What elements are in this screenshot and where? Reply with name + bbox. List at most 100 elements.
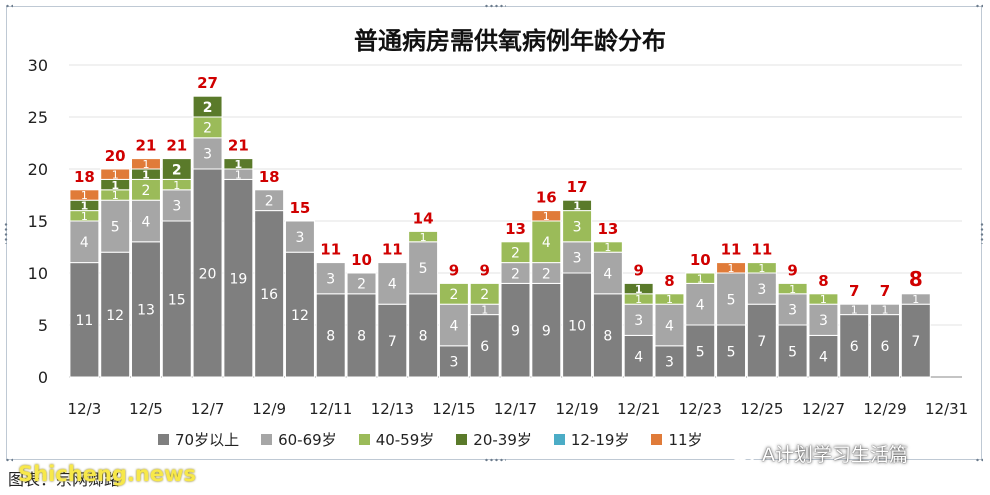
bar-segment — [654, 293, 685, 305]
bar-total-label: 11 — [320, 241, 341, 259]
watermark-text: Shicheng.news — [18, 462, 196, 486]
bar-total-label: 8 — [664, 272, 674, 290]
bar-segment — [777, 293, 808, 326]
legend-item: 40-59岁 — [358, 429, 435, 450]
bar-segment-label: 4 — [80, 235, 89, 251]
bar-segment — [685, 272, 716, 284]
bar-segment-label: 10 — [568, 318, 586, 334]
bar-segment-label: 8 — [603, 329, 612, 345]
x-tick-label: 12/3 — [68, 400, 102, 418]
legend-item: 12-19岁 — [553, 429, 629, 450]
bar-segment-label: 1 — [604, 241, 611, 254]
bar-segment-label: 1 — [142, 158, 149, 171]
bar-segment — [161, 158, 192, 180]
bar-segment — [254, 189, 285, 212]
bar-segment — [777, 324, 808, 378]
bar-segment — [716, 324, 747, 378]
bar-segment-label: 2 — [449, 287, 458, 303]
bar-segment — [438, 303, 469, 347]
top-resize-grip[interactable] — [484, 3, 506, 9]
bar-total-label: 8 — [909, 267, 923, 291]
bar-segment — [654, 345, 685, 378]
bar-segment-label: 3 — [573, 220, 582, 236]
bar-segment — [346, 272, 377, 295]
bar-segment-label: 1 — [543, 210, 550, 223]
right-resize-grip[interactable] — [979, 222, 985, 244]
bar-total-label: 10 — [690, 251, 711, 269]
bar-segment — [531, 282, 562, 378]
y-tick-label: 5 — [38, 316, 48, 335]
x-tick-label: 12/17 — [494, 400, 537, 418]
bar-segment — [685, 324, 716, 378]
bar-total-label: 7 — [880, 282, 890, 300]
bar-segment-label: 4 — [449, 318, 458, 334]
bar-segment — [69, 189, 100, 201]
bar-segment — [100, 251, 131, 378]
wechat-badge: A计划学习生活篇 — [730, 440, 908, 467]
bar-segment-label: 4 — [603, 266, 612, 282]
bar-segment-label: 3 — [665, 355, 674, 371]
bar-segment-label: 1 — [481, 304, 488, 317]
bar-segment — [531, 210, 562, 222]
x-tick-label: 12/29 — [863, 400, 906, 418]
bar-segment-label: 9 — [511, 324, 520, 340]
legend-item: 11岁 — [651, 429, 703, 450]
bar-segment-label: 3 — [757, 282, 766, 298]
bar-segment-label: 1 — [173, 179, 180, 192]
corner-grip-bottom-left[interactable] — [5, 457, 13, 463]
x-axis-tick-labels: 12/3 12/5 12/7 12/9 12/11 12/13 12/15 12/17 12/1… — [68, 400, 969, 418]
bar-segment — [592, 251, 623, 295]
legend-label: 70岁以上 — [175, 430, 240, 449]
bar-total-label: 18 — [259, 168, 280, 186]
bar-segment-label: 8 — [419, 329, 428, 345]
bar-segment — [839, 303, 870, 316]
bar-total-label: 11 — [751, 241, 772, 259]
bar-segment-label: 1 — [851, 304, 858, 317]
bar-segment — [223, 178, 254, 378]
bar-segment-label: 15 — [168, 292, 186, 308]
legend-swatch — [261, 433, 273, 445]
bar-segment — [377, 303, 408, 378]
bar-segment — [654, 303, 685, 347]
bar-segment-label: 1 — [666, 293, 673, 306]
bar-segment-label: 5 — [696, 344, 705, 360]
bar-segment-label: 2 — [511, 266, 520, 282]
wechat-account-name: A计划学习生活篇 — [762, 444, 908, 466]
legend: 70岁以上 60-69岁 40-59岁 20-39岁 12-19岁 11岁 — [158, 428, 703, 450]
legend-label: 40-59岁 — [375, 430, 435, 449]
bar-segment — [131, 241, 161, 378]
bar-segment — [192, 168, 223, 378]
bar-segment — [192, 137, 223, 170]
left-resize-grip[interactable] — [3, 222, 9, 244]
bar-segment — [870, 303, 900, 316]
legend-swatch — [553, 433, 565, 445]
bar-segment-label: 7 — [911, 334, 920, 350]
bar-segment-label: 8 — [357, 329, 366, 345]
bar-segment — [69, 262, 100, 378]
bar-segment-label: 12 — [291, 308, 309, 324]
bar-total-label: 21 — [136, 137, 157, 155]
corner-grip-bottom-right[interactable] — [975, 457, 983, 463]
bar-segment — [377, 262, 408, 305]
bar-segment-label: 1 — [697, 272, 704, 285]
bar-segment-label: 1 — [235, 158, 243, 171]
legend-item: 60-69岁 — [261, 429, 337, 450]
x-tick-label: 12/31 — [925, 400, 968, 418]
bar-segment-label: 6 — [850, 339, 859, 355]
bar-total-label: 11 — [382, 241, 403, 259]
bar-segment-label: 20 — [199, 266, 217, 282]
y-tick-label: 10 — [28, 264, 48, 283]
corner-grip-top-right[interactable] — [975, 3, 983, 9]
bar-segment-label: 1 — [635, 283, 643, 296]
bar-segment — [438, 282, 469, 305]
legend-label: 11岁 — [668, 430, 703, 449]
x-tick-label: 12/19 — [555, 400, 598, 418]
y-tick-label: 15 — [28, 212, 48, 231]
bar-segment-label: 1 — [111, 179, 119, 192]
corner-grip-top-left[interactable] — [5, 3, 13, 9]
y-tick-label: 30 — [28, 56, 48, 75]
bottom-resize-grip[interactable] — [484, 457, 506, 463]
bar-segment-label: 2 — [265, 194, 274, 210]
bar-segment-label: 4 — [819, 350, 828, 366]
bar-segment-label: 4 — [142, 214, 151, 230]
